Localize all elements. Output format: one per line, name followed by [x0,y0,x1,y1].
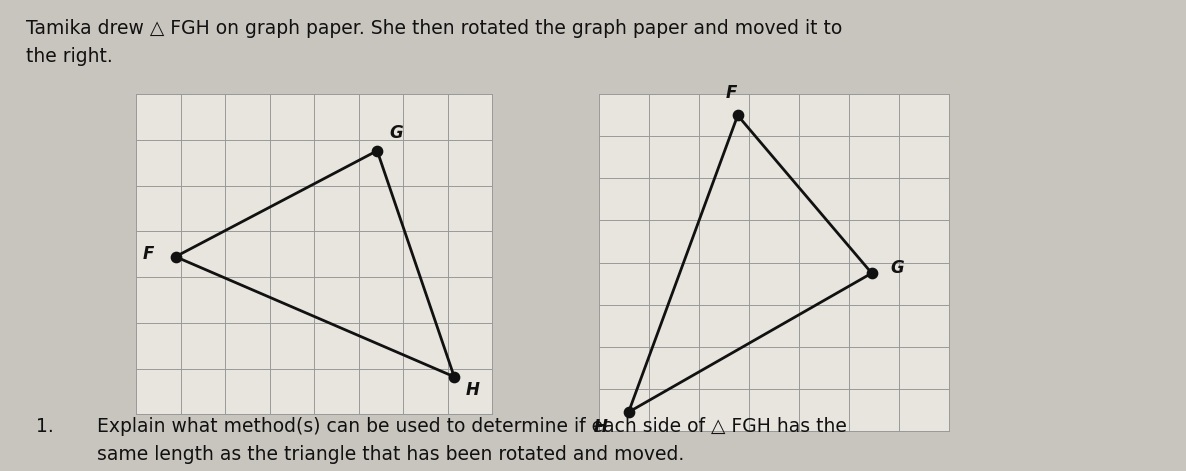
Text: F: F [726,84,738,102]
Text: Explain what method(s) can be used to determine if each side of △ FGH has the: Explain what method(s) can be used to de… [97,417,847,436]
Point [619,408,638,416]
Point [862,269,881,277]
Point [368,147,387,154]
Text: G: G [891,260,904,277]
Point [728,112,747,119]
Text: Tamika drew △ FGH on graph paper. She then rotated the graph paper and moved it : Tamika drew △ FGH on graph paper. She th… [26,19,842,38]
Text: F: F [142,245,154,263]
Bar [599,94,949,431]
Text: H: H [466,381,480,398]
Point [166,253,185,260]
Text: G: G [389,124,402,142]
Text: the right.: the right. [26,47,113,66]
Bar [136,94,492,414]
Text: same length as the triangle that has been rotated and moved.: same length as the triangle that has bee… [97,445,684,464]
Point [445,373,464,381]
Text: 1.: 1. [36,417,53,436]
Text: H: H [593,418,607,436]
